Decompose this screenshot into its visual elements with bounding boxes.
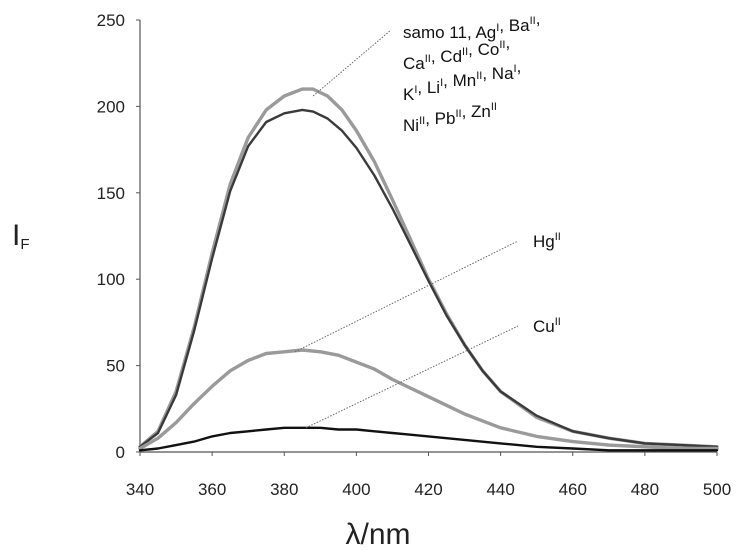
annotation-label-line: CuII: [533, 316, 561, 336]
y-tick-label: 0: [116, 443, 125, 462]
annotation-label-line: CaII, CdII, CoII,: [403, 33, 510, 73]
y-tick-label: 100: [97, 270, 125, 289]
annotation-leader-line: [312, 29, 392, 97]
axes: [136, 19, 718, 456]
series-line-0: [138, 87, 719, 449]
y-tick-label: 150: [97, 184, 125, 203]
annotation-layer: samo 11, AgI, BaII,CaII, CdII, CoII,KI, …: [294, 9, 561, 429]
x-tick-label: 480: [631, 480, 659, 499]
x-tick-label: 440: [486, 480, 514, 499]
y-axis-title: IF: [12, 219, 30, 253]
annotation-label-line: NiII, PbII, ZnII: [403, 101, 497, 135]
y-axis-title-main: I: [12, 219, 20, 252]
y-axis-title-subscript: F: [20, 236, 29, 253]
x-tick-label: 360: [198, 480, 226, 499]
series-layer: [138, 87, 719, 452]
y-tick-label: 50: [106, 357, 125, 376]
annotation-leader-line: [294, 240, 519, 353]
x-tick-label: 420: [414, 480, 442, 499]
x-tick-label: 500: [703, 480, 731, 499]
annotation-label-line: KI, LiI, MnII, NaI,: [403, 57, 521, 104]
y-tick-label: 200: [97, 97, 125, 116]
series-line-1: [138, 108, 719, 448]
x-tick-label: 400: [342, 480, 370, 499]
y-tick-label: 250: [97, 11, 125, 30]
x-axis-title: λ/nm: [345, 518, 410, 551]
annotation-label-line: samo 11, AgI, BaII,: [403, 9, 540, 42]
tick-labels: 340 360 380 400 420 440 460 480 500 0 50 100 150 200 2…: [97, 11, 732, 499]
annotation-label-line: HgII: [533, 231, 561, 251]
x-tick-label: 340: [126, 480, 154, 499]
x-tick-label: 460: [559, 480, 587, 499]
series-line-2: [138, 348, 719, 451]
x-tick-label: 380: [270, 480, 298, 499]
series-line-3: [138, 426, 719, 452]
annotation-leader-line: [305, 325, 519, 429]
